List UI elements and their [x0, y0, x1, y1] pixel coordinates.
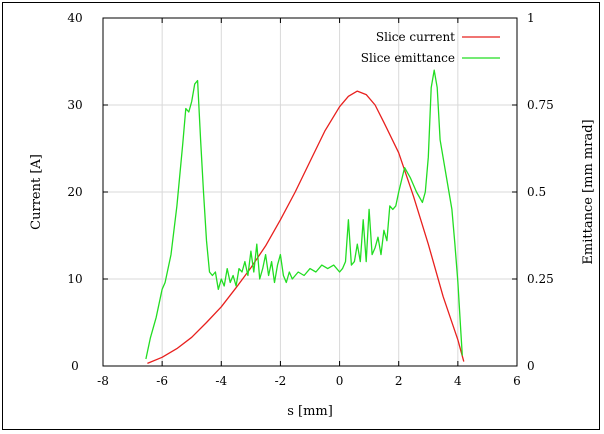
y-left-tick-label: 20: [67, 185, 82, 199]
x-tick-label: -2: [275, 374, 287, 388]
y-left-tick-label: 10: [67, 272, 82, 286]
y-right-tick-label: 0.25: [527, 272, 554, 286]
y-axis-right-label: Emittance [mm mrad]: [581, 119, 596, 264]
legend: Slice current Slice emittance: [361, 30, 500, 65]
x-tick-label: 2: [395, 374, 403, 388]
legend-label-slice-current: Slice current: [376, 30, 455, 44]
y-right-tick-label: 0.5: [527, 185, 546, 199]
y-left-tick-label: 0: [71, 359, 79, 373]
x-axis-label: s [mm]: [287, 404, 333, 419]
legend-label-slice-emittance: Slice emittance: [361, 51, 455, 65]
y-left-tick-label: 40: [67, 11, 82, 25]
series-group: [145, 69, 465, 365]
y-left-tick-label: 30: [67, 98, 82, 112]
series-line-slice-emittance: [145, 69, 463, 360]
x-tick-label: -6: [156, 374, 168, 388]
y-right-tick-label: 0: [527, 359, 535, 373]
x-tick-label: -4: [215, 374, 227, 388]
x-tick-label: 0: [336, 374, 344, 388]
grid-lines: [103, 18, 517, 366]
y-axis-left-label: Current [A]: [29, 154, 44, 230]
x-tick-label: 6: [513, 374, 521, 388]
x-tick-label: 4: [454, 374, 462, 388]
y-right-tick-label: 1: [527, 11, 535, 25]
y-right-tick-label: 0.75: [527, 98, 554, 112]
series-line-slice-current: [147, 90, 465, 365]
chart-frame: [2, 2, 600, 430]
x-tick-label: -8: [97, 374, 109, 388]
